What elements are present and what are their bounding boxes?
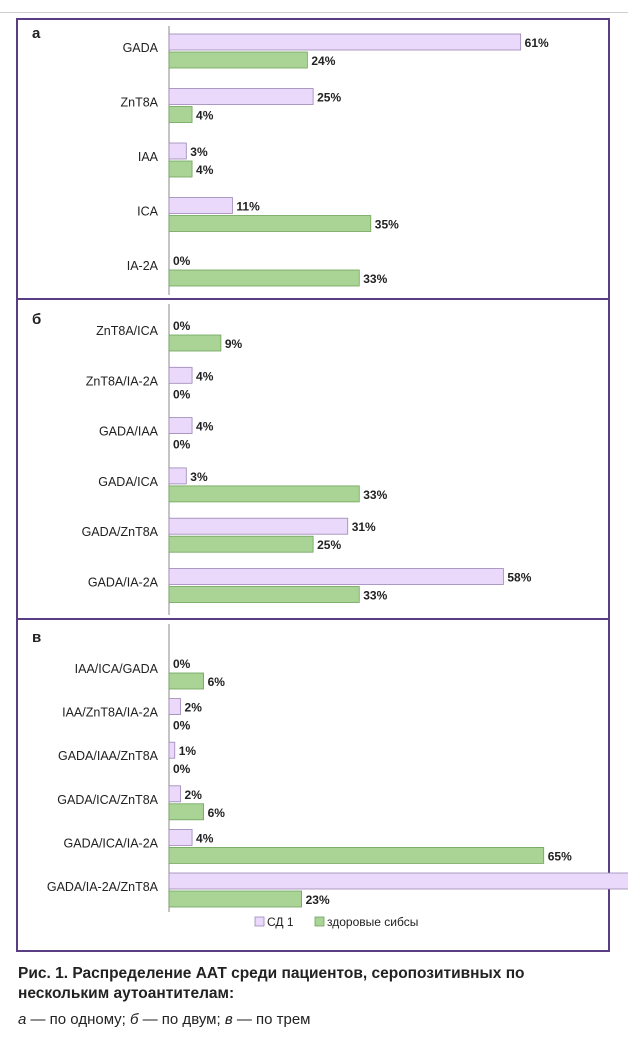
legend-label-sd1: СД 1 bbox=[267, 915, 294, 929]
value-label: 9% bbox=[225, 337, 243, 351]
value-label: 6% bbox=[208, 675, 226, 689]
value-label: 61% bbox=[525, 36, 549, 50]
value-label: 3% bbox=[190, 145, 208, 159]
value-label: 4% bbox=[196, 369, 214, 383]
legend-swatch-sibs bbox=[314, 916, 325, 927]
bar-sibs bbox=[168, 803, 204, 821]
caption-letter-a: а bbox=[18, 1011, 27, 1028]
bar-charts: а GADA 61% 24% ZnT8A 25% 4% IAA 3% 4% ICA 11% 35% IA-… bbox=[32, 25, 628, 929]
caption-letter-b: б bbox=[130, 1011, 139, 1028]
category-label: ZnT8A/ICA bbox=[96, 324, 158, 338]
value-label: 0% bbox=[173, 719, 191, 733]
bar-sd1 bbox=[168, 142, 187, 160]
caption-text-b: — по двум; bbox=[138, 1011, 225, 1028]
panel-divider-2 bbox=[18, 618, 610, 620]
bar-sibs bbox=[168, 106, 193, 123]
value-label: 0% bbox=[173, 254, 191, 268]
value-label: 4% bbox=[196, 831, 214, 845]
value-label: 33% bbox=[363, 488, 387, 502]
category-label: GADA/IAA bbox=[99, 425, 159, 439]
value-label: 35% bbox=[375, 218, 399, 232]
bar-sd1 bbox=[168, 872, 628, 890]
panel-label-1: б bbox=[32, 311, 41, 328]
caption-text-a: — по одному; bbox=[26, 1011, 131, 1028]
value-label: 25% bbox=[317, 538, 341, 552]
category-label: ICA bbox=[137, 205, 159, 219]
bar-sibs bbox=[168, 672, 204, 690]
category-label: GADA/IA-2A bbox=[88, 576, 159, 590]
value-label: 1% bbox=[179, 744, 197, 758]
value-label: 65% bbox=[548, 849, 572, 863]
value-label: 4% bbox=[196, 163, 214, 177]
value-label: 2% bbox=[185, 788, 203, 802]
category-label: IAA/ZnT8A/IA-2A bbox=[62, 706, 159, 720]
caption-letter-c: в bbox=[224, 1011, 233, 1028]
value-label: 0% bbox=[173, 762, 191, 776]
figure-frame bbox=[16, 18, 610, 952]
value-label: 2% bbox=[185, 701, 203, 715]
bar-sd1 bbox=[168, 197, 233, 214]
category-label: GADA bbox=[123, 41, 159, 55]
value-label: 24% bbox=[311, 54, 335, 68]
value-label: 11% bbox=[236, 200, 260, 214]
value-label: 3% bbox=[190, 470, 208, 484]
bar-sd1 bbox=[168, 88, 314, 105]
value-label: 4% bbox=[196, 109, 214, 123]
bar-sd1 bbox=[168, 698, 181, 715]
category-label: IAA bbox=[138, 150, 159, 164]
bar-sd1 bbox=[168, 366, 193, 384]
value-label: 23% bbox=[306, 893, 330, 907]
category-label: GADA/ICA/IA-2A bbox=[64, 836, 159, 850]
value-label: 4% bbox=[196, 420, 214, 434]
bar-sibs bbox=[168, 890, 302, 908]
bar-sibs bbox=[168, 586, 360, 603]
bar-sd1 bbox=[168, 785, 181, 803]
legend-label-sibs: здоровые сибсы bbox=[327, 915, 418, 929]
category-label: ZnT8A bbox=[120, 96, 158, 110]
bar-sd1 bbox=[168, 568, 504, 585]
bar-sibs bbox=[168, 485, 360, 503]
value-label: 0% bbox=[173, 438, 191, 452]
category-label: GADA/IAA/ZnT8A bbox=[58, 749, 159, 763]
bar-sd1 bbox=[168, 517, 349, 535]
category-label: IAA/ICA/GADA bbox=[75, 662, 159, 676]
bar-sibs bbox=[168, 215, 372, 232]
category-label: GADA/IA-2A/ZnT8A bbox=[47, 880, 159, 894]
top-rule bbox=[0, 12, 628, 13]
bar-sd1 bbox=[168, 467, 187, 485]
category-label: GADA/ZnT8A bbox=[82, 525, 159, 539]
value-label: 31% bbox=[352, 520, 376, 534]
panel-divider-1 bbox=[18, 298, 610, 300]
value-label: 0% bbox=[173, 657, 191, 671]
bar-sd1 bbox=[168, 417, 193, 435]
bar-sd1 bbox=[168, 33, 522, 51]
value-label: 33% bbox=[363, 272, 387, 286]
bar-sibs bbox=[168, 535, 314, 553]
value-label: 25% bbox=[317, 91, 341, 105]
caption-text-c: — по трем bbox=[232, 1011, 311, 1028]
category-label: GADA/ICA/ZnT8A bbox=[57, 793, 158, 807]
bar-sibs bbox=[168, 334, 222, 352]
bar-sd1 bbox=[168, 741, 176, 759]
panel-label-2: в bbox=[32, 629, 41, 646]
panel-label-0: а bbox=[32, 25, 41, 42]
bar-sibs bbox=[168, 847, 545, 864]
caption-subtitle: а — по одному; б — по двум; в — по трем bbox=[18, 1011, 618, 1028]
bar-sd1 bbox=[168, 829, 193, 846]
bar-sibs bbox=[168, 269, 360, 287]
category-label: ZnT8A/IA-2A bbox=[86, 374, 159, 388]
bar-sibs bbox=[168, 160, 193, 178]
caption-title: Рис. 1. Распределение ААТ среди пациенто… bbox=[18, 965, 525, 1002]
value-label: 33% bbox=[363, 589, 387, 603]
category-label: IA-2A bbox=[127, 259, 159, 273]
value-label: 0% bbox=[173, 387, 191, 401]
value-label: 58% bbox=[507, 571, 531, 585]
category-label: GADA/ICA bbox=[98, 475, 158, 489]
value-label: 6% bbox=[208, 806, 226, 820]
legend-swatch-sd1 bbox=[254, 916, 265, 927]
bar-sibs bbox=[168, 51, 308, 69]
value-label: 0% bbox=[173, 319, 191, 333]
